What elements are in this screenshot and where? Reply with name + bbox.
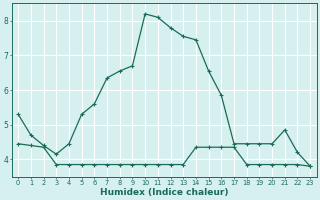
X-axis label: Humidex (Indice chaleur): Humidex (Indice chaleur) bbox=[100, 188, 228, 197]
